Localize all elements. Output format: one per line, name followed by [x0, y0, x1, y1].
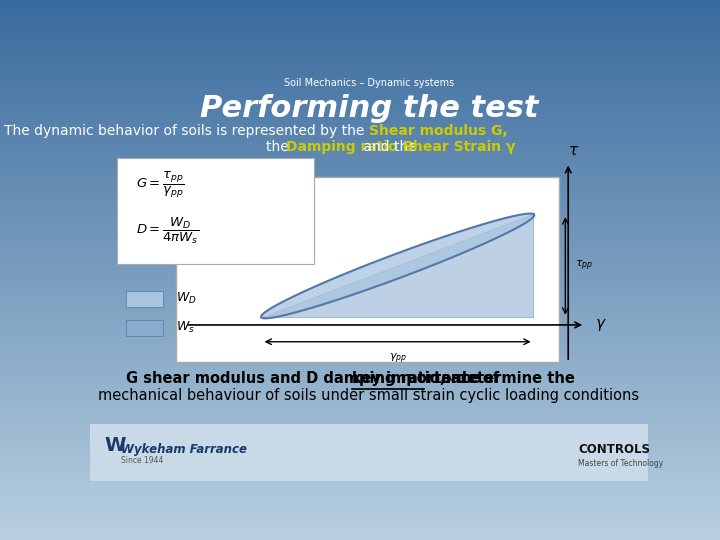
Text: The dynamic behavior of soils is represented by the: The dynamic behavior of soils is represe… [4, 124, 369, 138]
Text: Shear Strain γ: Shear Strain γ [403, 140, 516, 154]
Text: the: the [266, 140, 293, 154]
Text: Masters of Technology: Masters of Technology [578, 460, 664, 469]
Text: CONTROLS: CONTROLS [578, 443, 650, 456]
Polygon shape [261, 213, 534, 319]
FancyBboxPatch shape [117, 158, 314, 264]
Text: $\gamma_{pp}$: $\gamma_{pp}$ [389, 352, 407, 366]
Text: $W_D$: $W_D$ [176, 291, 197, 306]
Text: Soil Mechanics – Dynamic systems: Soil Mechanics – Dynamic systems [284, 78, 454, 87]
FancyBboxPatch shape [90, 424, 648, 481]
Text: Damping ratio D: Damping ratio D [286, 140, 414, 154]
Text: to determine the: to determine the [424, 371, 575, 386]
FancyBboxPatch shape [176, 177, 559, 362]
Text: G shear modulus and D damping ratio, are of: G shear modulus and D damping ratio, are… [126, 371, 505, 386]
Text: key importance: key importance [352, 371, 480, 386]
Text: Shear modulus G,: Shear modulus G, [369, 124, 508, 138]
Text: Wykeham Farrance: Wykeham Farrance [121, 443, 247, 456]
Text: and the: and the [359, 140, 421, 154]
Text: $G = \dfrac{\tau_{pp}}{\gamma_{pp}}$: $G = \dfrac{\tau_{pp}}{\gamma_{pp}}$ [136, 170, 185, 200]
Text: $\gamma$: $\gamma$ [595, 317, 607, 333]
Polygon shape [261, 214, 534, 318]
FancyBboxPatch shape [127, 291, 163, 307]
Text: Performing the test: Performing the test [199, 94, 539, 123]
Text: $D = \dfrac{W_D}{4\pi W_s}$: $D = \dfrac{W_D}{4\pi W_s}$ [136, 215, 199, 246]
FancyBboxPatch shape [127, 320, 163, 336]
Text: mechanical behaviour of soils under small strain cyclic loading conditions: mechanical behaviour of soils under smal… [99, 388, 639, 403]
Text: $W_s$: $W_s$ [176, 320, 194, 335]
Text: $\tau$: $\tau$ [567, 143, 579, 158]
Text: $\tau_{pp}$: $\tau_{pp}$ [575, 259, 593, 273]
Text: W: W [104, 436, 125, 455]
Text: Since 1944: Since 1944 [121, 456, 163, 465]
